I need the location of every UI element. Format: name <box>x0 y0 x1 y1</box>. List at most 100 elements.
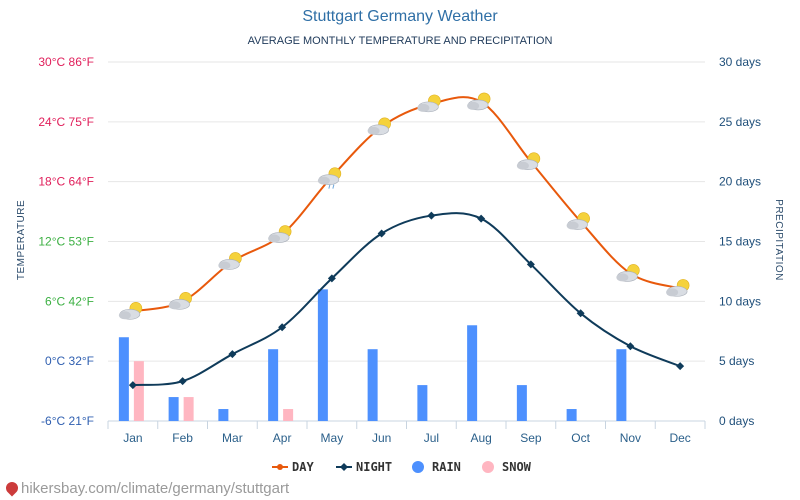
rain-bar <box>417 385 428 421</box>
temperature-tick-label: 18°C 64°F <box>38 175 94 189</box>
temperature-tick-label: 12°C 53°F <box>38 235 94 249</box>
cloud-shape <box>616 273 629 282</box>
rain-bar <box>268 349 279 421</box>
night-point <box>128 381 137 390</box>
cloud-shape <box>218 261 231 270</box>
month-axis: Jan Feb Mar Apr May Jun Jul Aug Sep Oct Nov Dec <box>123 431 691 445</box>
temperature-tick-label: 30°C 86°F <box>38 55 94 69</box>
snow-bar <box>183 397 194 421</box>
month-tick-label: Dec <box>669 431 690 445</box>
cloud-shape <box>168 301 181 310</box>
legend-item-night[interactable]: NIGHT <box>336 460 392 474</box>
cloud-shape <box>118 311 131 320</box>
legend: DAY NIGHT RAIN SNOW <box>272 460 532 474</box>
raindrop-shape <box>328 184 331 189</box>
snow-bar <box>283 409 294 421</box>
rain-bar <box>566 409 577 421</box>
partly-cloudy-icon <box>417 94 441 113</box>
partly-cloudy-icon <box>168 292 192 310</box>
temperature-tick-label: 24°C 75°F <box>38 115 94 129</box>
night-point <box>576 309 585 318</box>
night-point <box>427 211 436 220</box>
cloud-shape <box>268 234 281 243</box>
legend-label: DAY <box>292 460 314 474</box>
rain-bar <box>467 325 478 421</box>
precipitation-tick-label: 20 days <box>719 175 761 189</box>
cloud-shape <box>367 126 380 135</box>
partly-cloudy-icon <box>666 279 690 297</box>
precipitation-tick-label: 5 days <box>719 354 754 368</box>
night-point <box>676 362 685 371</box>
month-tick-label: Aug <box>470 431 491 445</box>
cloud-rain-sun-icon <box>317 167 342 189</box>
precipitation-bars <box>118 289 627 421</box>
month-tick-label: Feb <box>172 431 193 445</box>
partly-cloudy-icon <box>566 212 590 230</box>
rain-bar <box>118 337 129 421</box>
raindrop-shape <box>332 184 335 189</box>
temperature-tick-label: 6°C 42°F <box>45 294 94 308</box>
day-temperature-line <box>132 96 681 313</box>
night-point <box>626 342 635 351</box>
temperature-tick-label: 0°C 32°F <box>45 354 94 368</box>
weather-icons <box>118 92 690 320</box>
temperature-lines <box>128 96 685 390</box>
night-point <box>526 260 535 269</box>
partly-cloudy-icon <box>516 152 541 171</box>
month-tick-label: Jun <box>372 431 391 445</box>
precipitation-tick-label: 25 days <box>719 115 761 129</box>
legend-item-rain[interactable]: RAIN <box>412 460 461 474</box>
partly-cloudy-icon <box>367 117 391 136</box>
partly-cloudy-icon <box>467 92 491 111</box>
temperature-tick-label: -6°C 21°F <box>41 414 94 428</box>
cloud-shape <box>516 161 529 170</box>
source-text: hikersbay.com/climate/germany/stuttgart <box>21 480 290 497</box>
rain-bar <box>367 349 378 421</box>
rain-bar <box>317 289 328 421</box>
legend-label: NIGHT <box>356 460 392 474</box>
night-point <box>228 350 237 359</box>
cloud-shape <box>417 103 430 112</box>
cloud-shape <box>317 176 330 185</box>
precipitation-axis-title: PRECIPITATION <box>773 199 784 281</box>
night-point <box>278 323 287 332</box>
precipitation-tick-label: 0 days <box>719 414 754 428</box>
month-tick-label: Oct <box>571 431 590 445</box>
partly-cloudy-icon <box>268 225 292 243</box>
month-tick-label: Jul <box>424 431 439 445</box>
cloud-shape <box>566 221 579 230</box>
map-pin-icon <box>3 479 21 497</box>
month-tick-label: Mar <box>222 431 243 445</box>
legend-item-snow[interactable]: SNOW <box>482 460 532 474</box>
partly-cloudy-icon <box>118 302 143 320</box>
month-tick-label: Nov <box>620 431 641 445</box>
precipitation-axis: 0 days 5 days 10 days 15 days 20 days 25 days… <box>719 55 761 428</box>
cloud-shape <box>666 288 679 297</box>
legend-item-day[interactable]: DAY <box>272 460 314 474</box>
night-point <box>477 214 486 223</box>
night-temperature-line <box>132 212 681 387</box>
temperature-axis-title: TEMPERATURE <box>16 200 27 280</box>
month-tick-label: Sep <box>520 431 542 445</box>
rain-bar <box>616 349 627 421</box>
precipitation-tick-label: 30 days <box>719 55 761 69</box>
cloud-sun-icon <box>616 264 640 282</box>
legend-marker <box>277 464 283 470</box>
rain-bar <box>218 409 229 421</box>
rain-bar <box>168 397 179 421</box>
rain-bar <box>516 385 527 421</box>
legend-swatch <box>482 461 494 473</box>
source-link[interactable]: hikersbay.com/climate/germany/stuttgart <box>3 479 290 497</box>
legend-label: RAIN <box>432 460 461 474</box>
precipitation-tick-label: 10 days <box>719 294 761 308</box>
night-point <box>377 229 386 238</box>
temperature-axis: -6°C 21°F 0°C 32°F 6°C 42°F 12°C 53°F 18°C 6… <box>38 55 94 428</box>
precipitation-tick-label: 15 days <box>719 235 761 249</box>
legend-label: SNOW <box>502 460 532 474</box>
legend-marker <box>340 463 348 471</box>
night-point <box>178 377 187 386</box>
chart-subtitle: AVERAGE MONTHLY TEMPERATURE AND PRECIPIT… <box>247 35 553 47</box>
legend-swatch <box>412 461 424 473</box>
month-tick-label: Apr <box>273 431 292 445</box>
